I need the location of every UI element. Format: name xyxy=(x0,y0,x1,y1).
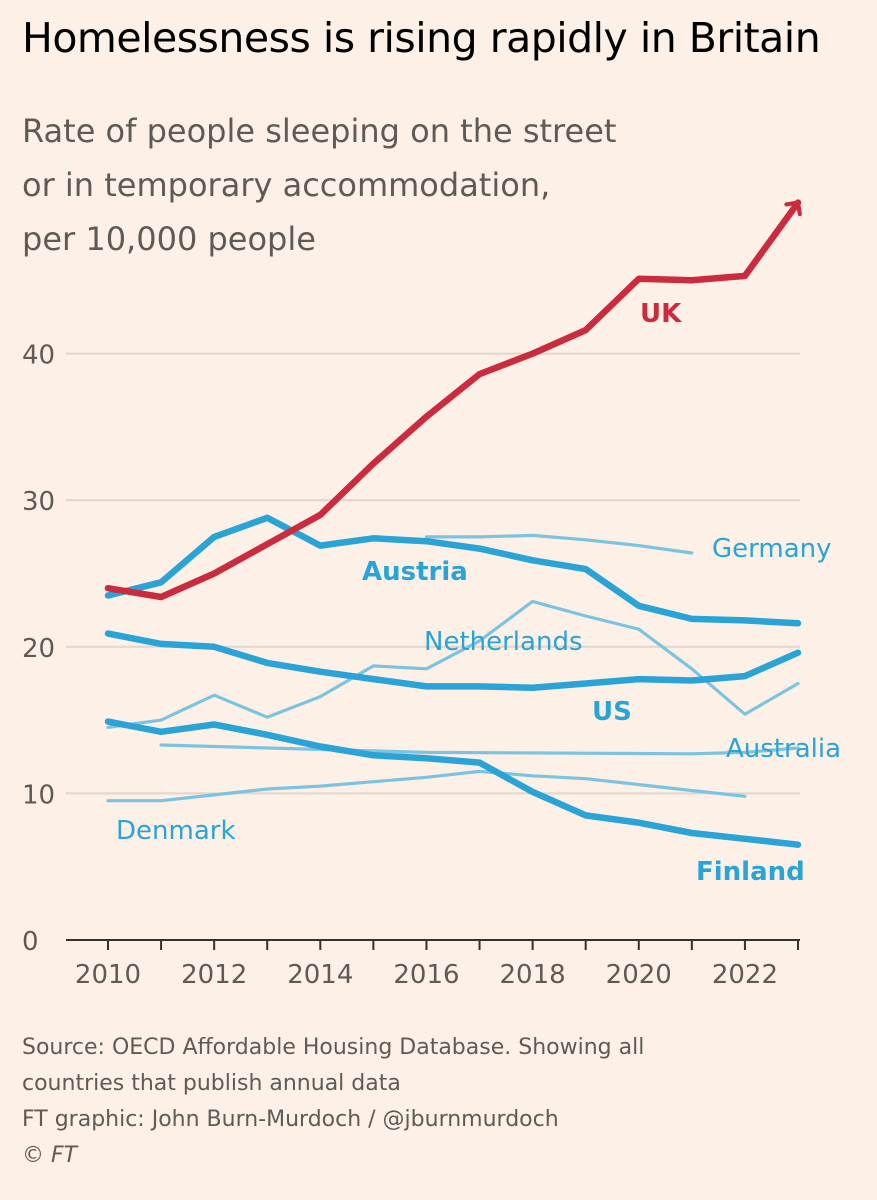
subtitle-line: or in temporary accommodation, xyxy=(22,166,551,204)
x-tick-label: 2016 xyxy=(393,960,459,990)
chart-footer: Source: OECD Affordable Housing Database… xyxy=(22,1030,862,1174)
series-label-australia: Australia xyxy=(726,734,841,764)
series-line-germany xyxy=(424,533,694,555)
copyright-text: © FT xyxy=(22,1143,78,1168)
series-line-austria xyxy=(104,514,802,627)
source-text: Source: OECD Affordable Housing Database… xyxy=(22,1035,645,1060)
x-tick-label: 2010 xyxy=(75,960,141,990)
subtitle-line: Rate of people sleeping on the street xyxy=(22,112,617,150)
source-text: countries that publish annual data xyxy=(22,1071,401,1096)
series-label-denmark: Denmark xyxy=(116,816,236,846)
series-label-netherlands: Netherlands xyxy=(424,627,583,657)
y-tick-label: 0 xyxy=(22,927,39,957)
series-line-us xyxy=(104,630,802,692)
x-tick-label: 2018 xyxy=(500,960,566,990)
axes: 0 10 20 30 40 2010 2012 2014 2016 2018 2020 2022 xyxy=(22,341,800,990)
x-tick-label: 2012 xyxy=(181,960,247,990)
series-line-finland xyxy=(104,718,802,848)
series-label-germany: Germany xyxy=(712,534,832,564)
y-tick-label: 20 xyxy=(22,634,55,664)
series-line-uk xyxy=(104,199,802,601)
chart-title: Homelessness is rising rapidly in Britai… xyxy=(22,14,821,62)
series-label-uk: UK xyxy=(640,299,682,329)
y-tick-label: 10 xyxy=(22,780,55,810)
x-tick-label: 2020 xyxy=(606,960,672,990)
series-label-us: US xyxy=(592,697,632,727)
series-lines xyxy=(104,199,802,848)
chart-subtitle: Rate of people sleeping on the street or… xyxy=(22,104,782,266)
subtitle-line: per 10,000 people xyxy=(22,220,316,258)
series-line-netherlands xyxy=(106,599,800,730)
series-line-denmark xyxy=(106,769,747,803)
series-labels: UK Austria US Finland Germany Netherlands Aust… xyxy=(116,299,841,887)
series-label-austria: Austria xyxy=(362,557,468,587)
line-chart: 0 10 20 30 40 2010 2012 2014 2016 2018 2020 2022 UK… xyxy=(22,199,841,990)
series-label-finland: Finland xyxy=(696,857,805,887)
y-tick-label: 40 xyxy=(22,341,55,371)
y-tick-label: 30 xyxy=(22,487,55,517)
x-tick-label: 2022 xyxy=(712,960,778,990)
series-line-australia xyxy=(159,743,800,756)
x-tick-label: 2014 xyxy=(287,960,353,990)
credit-text: FT graphic: John Burn-Murdoch / @jburnmu… xyxy=(22,1107,559,1132)
